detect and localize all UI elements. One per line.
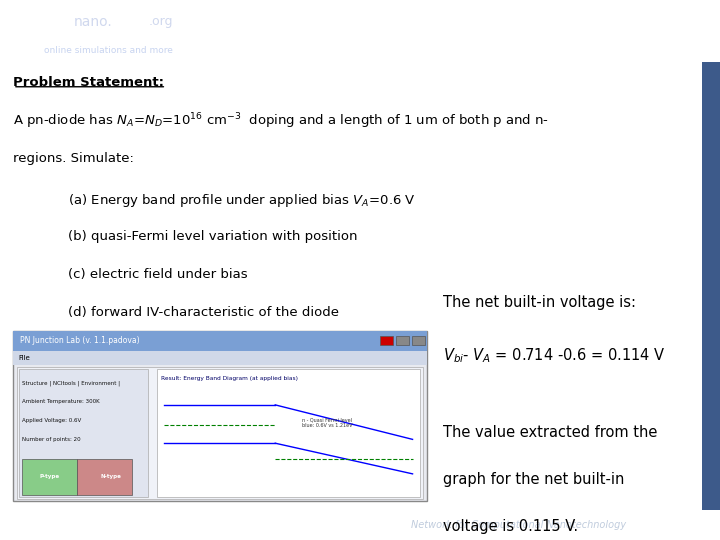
FancyBboxPatch shape (380, 335, 393, 346)
Text: .org: .org (149, 15, 174, 28)
Text: Problem Statement:: Problem Statement: (13, 76, 164, 89)
Text: online simulations and more: online simulations and more (44, 46, 172, 56)
FancyBboxPatch shape (13, 331, 427, 501)
Text: $V_{bi}$- $V_A$ = 0.714 -0.6 = 0.114 V: $V_{bi}$- $V_A$ = 0.714 -0.6 = 0.114 V (443, 347, 665, 366)
Text: File: File (19, 355, 30, 361)
FancyBboxPatch shape (13, 331, 427, 351)
Text: The value extracted from the: The value extracted from the (443, 425, 657, 440)
Text: regions. Simulate:: regions. Simulate: (13, 152, 134, 165)
Text: P-type: P-type (40, 474, 60, 479)
Text: Result: Energy Band Diagram (at applied bias): Result: Energy Band Diagram (at applied … (161, 376, 297, 381)
Text: Applied Voltage: 0.6V: Applied Voltage: 0.6V (22, 418, 81, 423)
Text: A pn-diode has $N_A$=$N_D$=$10^{16}$ cm$^{-3}$  doping and a length of 1 um of b: A pn-diode has $N_A$=$N_D$=$10^{16}$ cm$… (13, 111, 549, 131)
Text: Network for Computational Nanotechnology: Network for Computational Nanotechnology (411, 520, 626, 530)
FancyBboxPatch shape (13, 351, 427, 364)
Text: (b) quasi-Fermi level variation with position: (b) quasi-Fermi level variation with pos… (68, 230, 358, 243)
Text: nano.: nano. (73, 15, 112, 29)
Text: graph for the net built-in: graph for the net built-in (443, 472, 624, 487)
Text: (d) forward IV-characteristic of the diode: (d) forward IV-characteristic of the dio… (68, 306, 339, 319)
Text: n - Quasi Fermi level
blue: 0.6V vs 1.21eV: n - Quasi Fermi level blue: 0.6V vs 1.21… (302, 417, 352, 428)
FancyBboxPatch shape (412, 335, 425, 346)
Text: Structure | NCItools | Environment |: Structure | NCItools | Environment | (22, 380, 120, 386)
Text: N-type: N-type (101, 474, 122, 479)
Text: Number of points: 20: Number of points: 20 (22, 437, 81, 442)
FancyBboxPatch shape (17, 367, 423, 499)
Text: Ambient Temperature: 300K: Ambient Temperature: 300K (22, 399, 100, 404)
Text: voltage is 0.115 V.: voltage is 0.115 V. (443, 519, 578, 534)
FancyBboxPatch shape (157, 369, 420, 497)
FancyBboxPatch shape (78, 459, 132, 495)
Text: (c) electric field under bias: (c) electric field under bias (68, 268, 248, 281)
FancyBboxPatch shape (19, 369, 148, 497)
Text: PN Junction Lab (v. 1.1.padova): PN Junction Lab (v. 1.1.padova) (20, 336, 140, 346)
FancyBboxPatch shape (396, 335, 409, 346)
Text: Example 2: PN-Junction Under Bias: Example 2: PN-Junction Under Bias (249, 21, 687, 41)
Text: The net built-in voltage is:: The net built-in voltage is: (443, 295, 636, 310)
Text: (a) Energy band profile under applied bias $V_A$=0.6 V: (a) Energy band profile under applied bi… (68, 192, 416, 209)
Text: HUB: HUB (112, 15, 146, 29)
FancyBboxPatch shape (702, 62, 720, 510)
FancyBboxPatch shape (22, 459, 78, 495)
